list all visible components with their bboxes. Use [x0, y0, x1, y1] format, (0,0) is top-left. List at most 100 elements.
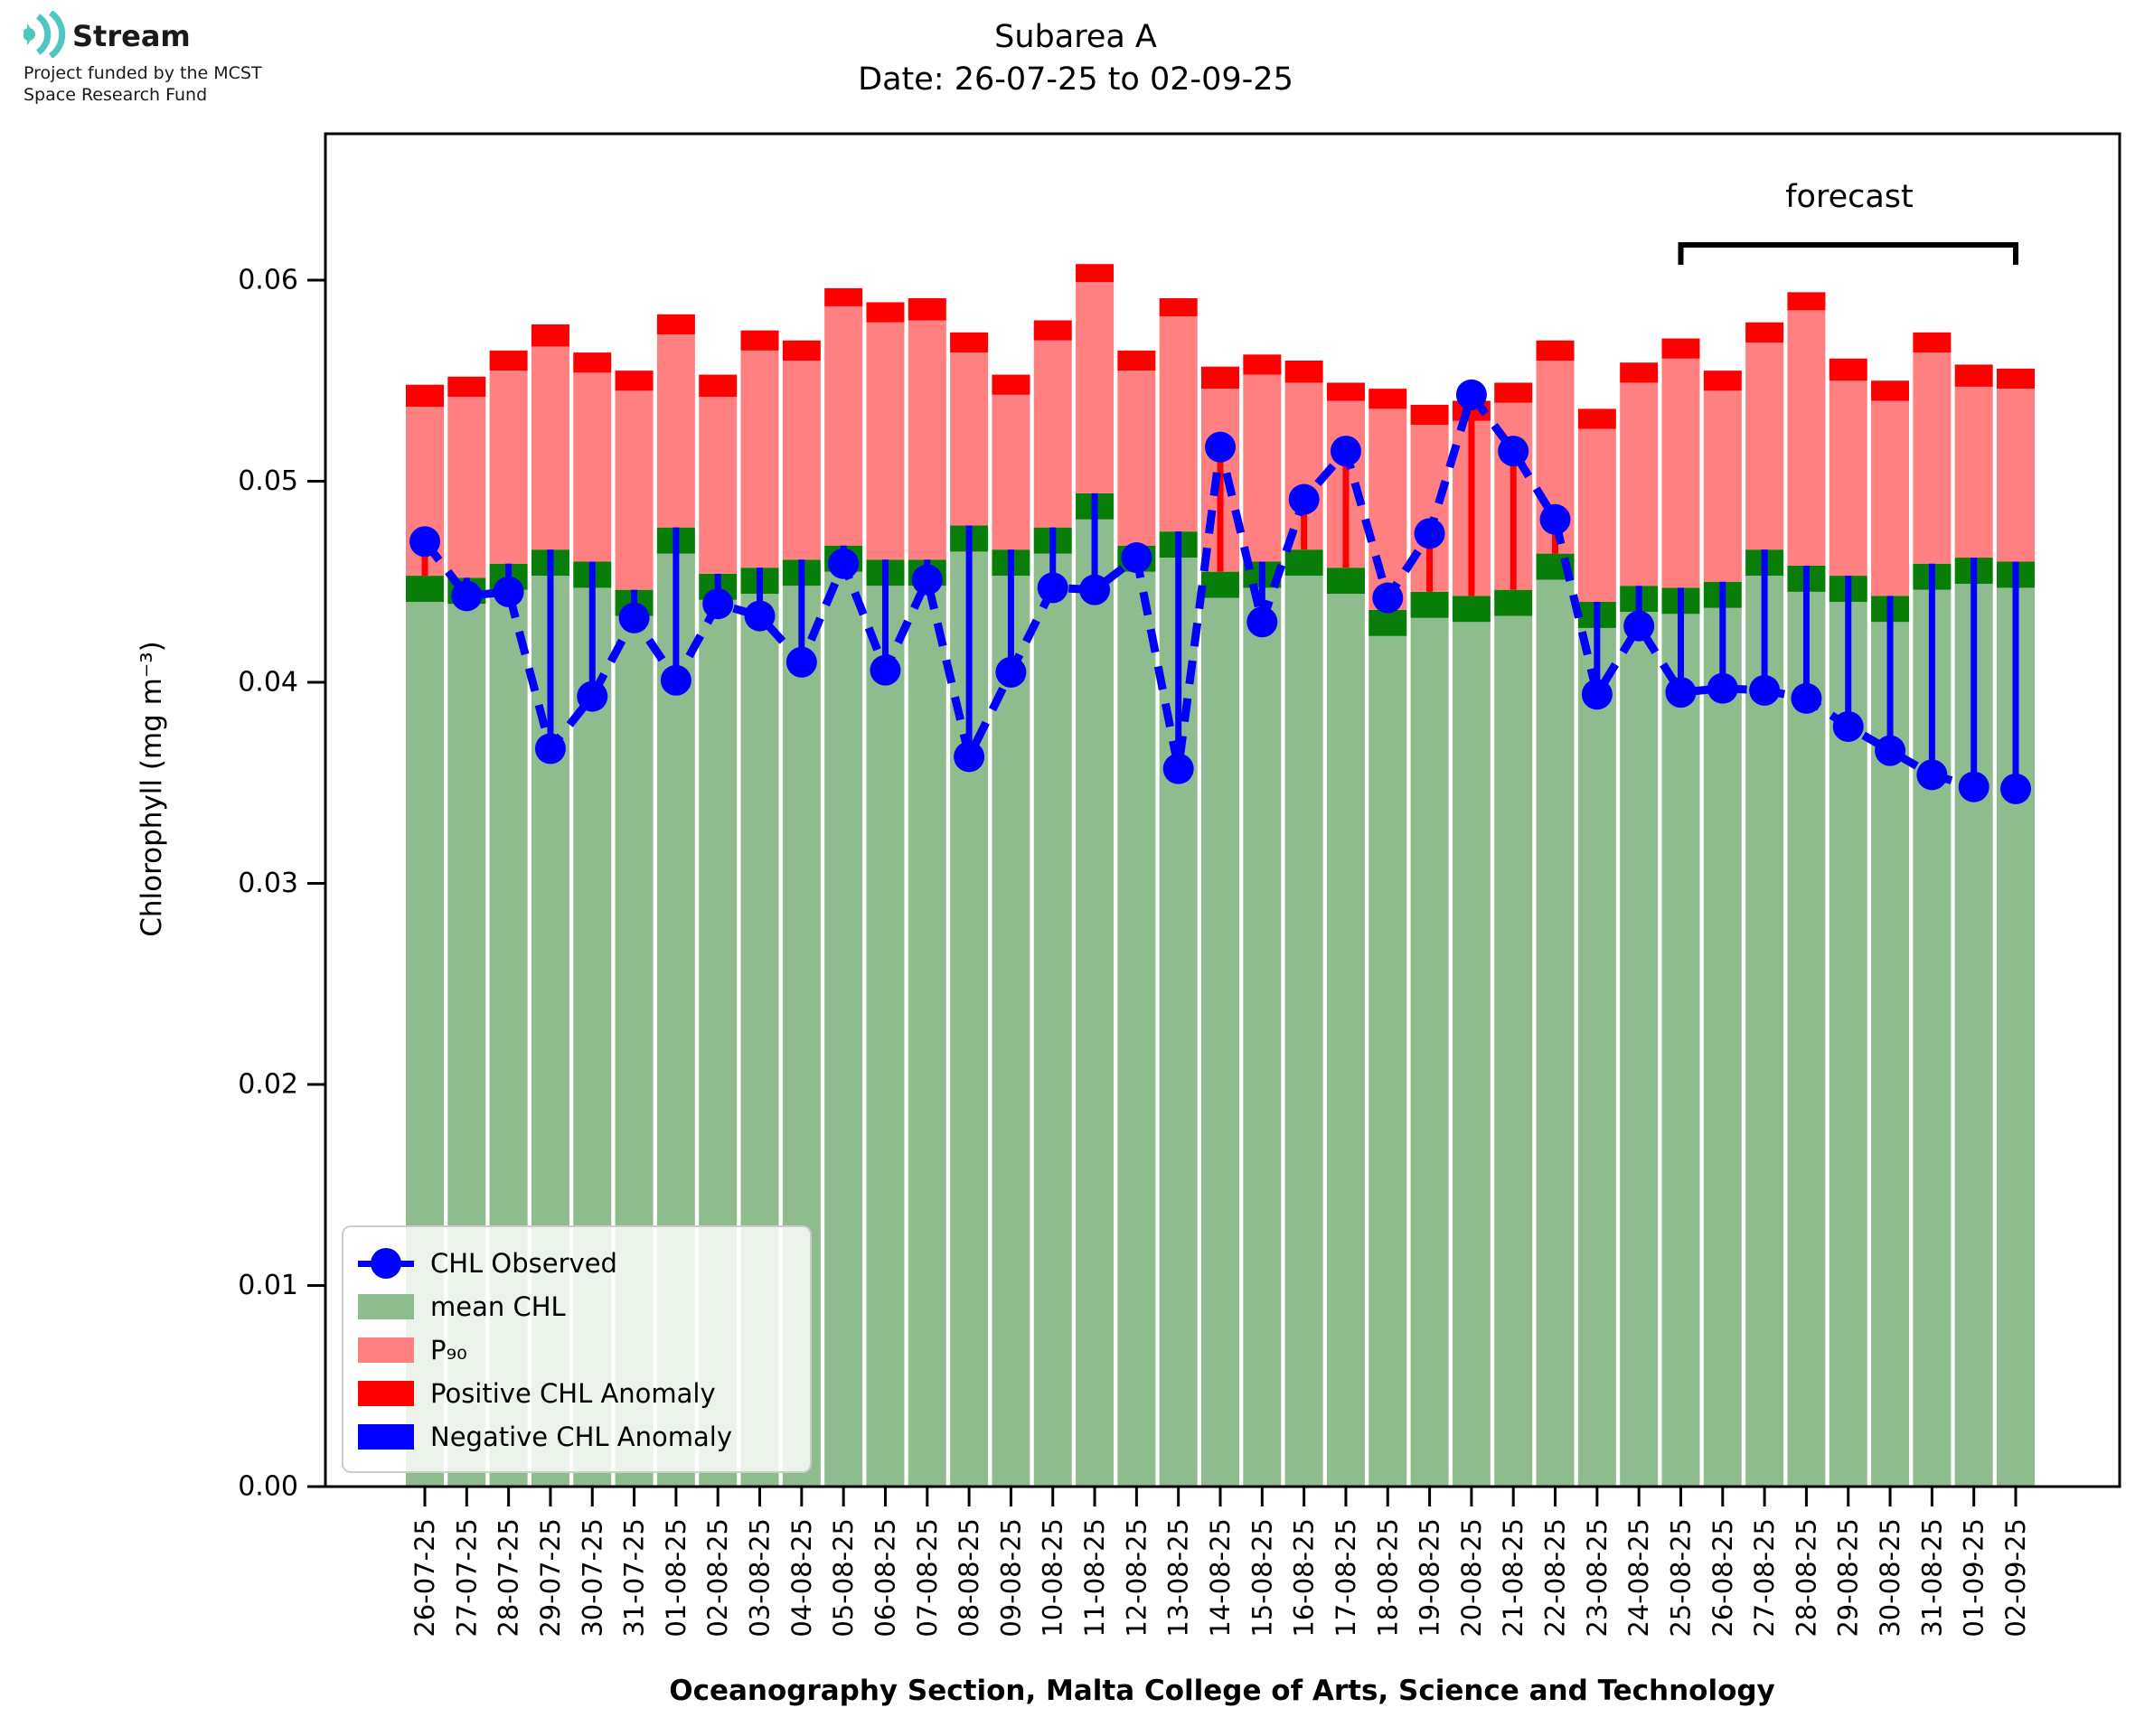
- mean-chl-bar: [1201, 597, 1240, 1487]
- p90-bar: [447, 397, 486, 578]
- forecast-label: forecast: [1785, 179, 1914, 215]
- ripple-waves-icon: [23, 10, 71, 61]
- x-tick-label: 20-08-25: [1456, 1518, 1487, 1637]
- observed-dot: [1665, 677, 1697, 708]
- p90-bar: [656, 334, 695, 528]
- mean-chl-bar: [1787, 591, 1826, 1487]
- x-tick-label: 19-08-25: [1415, 1518, 1445, 1637]
- observed-dot: [1749, 674, 1781, 706]
- observed-dot: [1246, 606, 1278, 638]
- x-tick-label: 28-07-25: [494, 1518, 524, 1637]
- observed-dot: [1330, 436, 1361, 467]
- x-axis-label: Oceanography Section, Malta College of A…: [669, 1675, 1775, 1707]
- pos-anomaly-cap: [489, 350, 528, 371]
- x-tick-label: 11-08-25: [1079, 1518, 1110, 1637]
- p90-bar: [699, 397, 738, 574]
- pos-anomaly-cap: [1954, 364, 1993, 387]
- p90-bar: [1703, 390, 1742, 582]
- p90-bar: [1787, 310, 1826, 566]
- forecast-bracket: [1678, 242, 2019, 265]
- x-tick-label: 06-08-25: [870, 1518, 900, 1637]
- y-tick-label: 0.05: [238, 465, 298, 497]
- mean-chl-bar: [1326, 594, 1365, 1487]
- p90-bar: [1661, 358, 1700, 588]
- p90-bar: [908, 320, 946, 560]
- plot-border: [324, 132, 2121, 1488]
- x-tick-label: 09-08-25: [995, 1518, 1026, 1637]
- x-tick-label: 30-08-25: [1875, 1518, 1905, 1637]
- x-tick-label: 30-07-25: [577, 1518, 607, 1637]
- mean-chl-bar: [1745, 576, 1784, 1487]
- p90-bar: [1829, 380, 1867, 577]
- x-tick-label: 12-08-25: [1121, 1518, 1152, 1637]
- mean-chl-band: [1369, 609, 1407, 636]
- p90-bar: [950, 352, 989, 526]
- pos-anomaly-cap: [1577, 408, 1616, 429]
- mean-chl-bar: [1829, 602, 1867, 1487]
- x-tick-label: 05-08-25: [828, 1518, 859, 1637]
- observed-dot: [1414, 518, 1445, 549]
- x-tick-label: 13-08-25: [1163, 1518, 1194, 1637]
- x-tick-label: 01-08-25: [661, 1518, 691, 1637]
- p90-bar: [615, 390, 654, 590]
- observed-dot: [660, 664, 691, 696]
- observed-dot: [1455, 379, 1487, 410]
- observed-dot: [702, 588, 734, 620]
- x-tick-label: 27-08-25: [1749, 1518, 1780, 1637]
- pos-anomaly-cap: [615, 371, 654, 391]
- legend-item-neg-anomaly: Negative CHL Anomaly: [358, 1415, 792, 1459]
- p90-bar: [531, 346, 569, 550]
- x-tick-label: 31-08-25: [1916, 1518, 1947, 1637]
- observed-dot: [1875, 735, 1906, 766]
- y-tick-label: 0.03: [238, 868, 298, 899]
- pos-anomaly-cap: [656, 314, 695, 335]
- p90-bar: [866, 322, 905, 560]
- pos-anomaly-cap: [1117, 350, 1156, 371]
- pos-anomaly-cap: [1997, 368, 2036, 389]
- pos-anomaly-cap: [1201, 366, 1240, 389]
- pos-anomaly-cap: [1076, 264, 1115, 283]
- x-tick-label: 28-08-25: [1791, 1518, 1821, 1637]
- x-tick-label: 03-08-25: [745, 1518, 776, 1637]
- mean-chl-bar: [1284, 576, 1323, 1487]
- mean-swatch: [358, 1294, 414, 1319]
- pos-anomaly-cap: [447, 376, 486, 398]
- mean-chl-bar: [1494, 615, 1533, 1487]
- observed-dot: [1832, 710, 1864, 742]
- p90-bar: [1745, 342, 1784, 550]
- pos-anomaly-cap: [1159, 298, 1198, 317]
- legend-item-mean: mean CHL: [358, 1285, 792, 1328]
- observed-dot: [577, 680, 608, 712]
- p90-swatch: [358, 1337, 414, 1363]
- pos-anomaly-cap: [740, 330, 779, 351]
- mean-chl-bar: [866, 586, 905, 1487]
- x-tick-label: 26-07-25: [409, 1518, 440, 1637]
- p90-bar: [1620, 382, 1659, 586]
- observed-dot: [534, 733, 566, 765]
- observed-dot: [785, 646, 817, 678]
- pos-anomaly-cap: [406, 384, 444, 408]
- y-tick-label: 0.00: [238, 1471, 298, 1503]
- observed-dot: [995, 656, 1027, 688]
- mean-chl-bar: [1620, 612, 1659, 1487]
- observed-dot: [1958, 771, 1989, 802]
- x-tick-label: 10-08-25: [1038, 1518, 1068, 1637]
- p90-bar: [1159, 316, 1198, 532]
- p90-bar: [573, 372, 612, 562]
- p90-bar: [740, 350, 779, 568]
- observed-dot: [1623, 610, 1655, 642]
- x-tick-label: 16-08-25: [1289, 1518, 1320, 1637]
- chart-title-line1: Subarea A: [994, 19, 1157, 55]
- mean-chl-bar: [1410, 617, 1449, 1487]
- observed-dot: [1581, 679, 1613, 710]
- y-tick-label: 0.06: [238, 265, 298, 296]
- mean-chl-band: [1326, 568, 1365, 595]
- mean-chl-bar: [1452, 622, 1491, 1487]
- logo-name: Stream: [72, 19, 191, 53]
- x-tick-label: 02-08-25: [702, 1518, 733, 1637]
- pos-anomaly-cap: [573, 352, 612, 373]
- p90-bar: [489, 371, 528, 564]
- y-tick-label: 0.02: [238, 1069, 298, 1101]
- x-tick-label: 08-08-25: [954, 1518, 984, 1637]
